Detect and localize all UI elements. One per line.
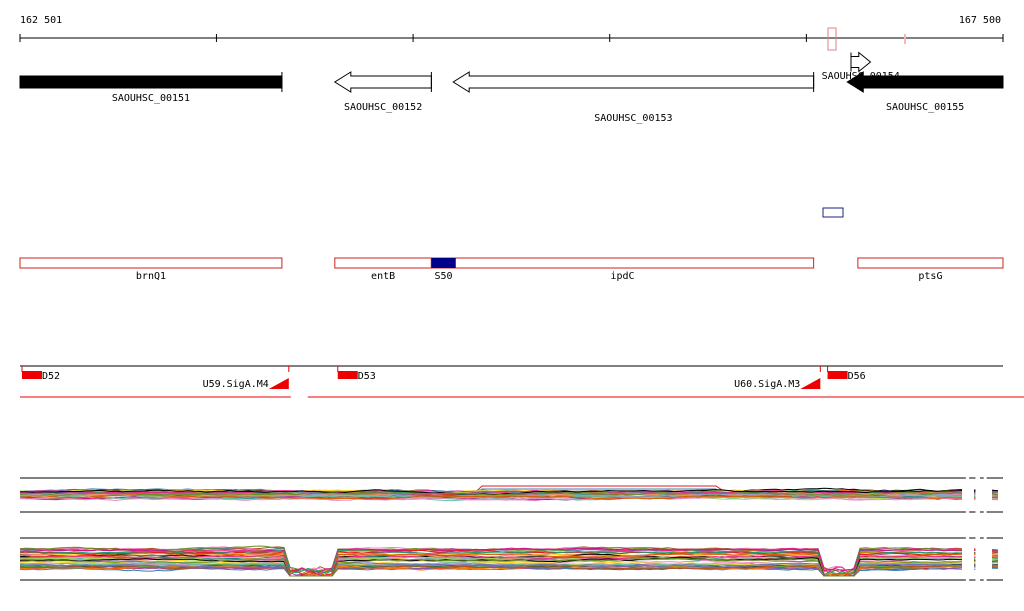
feature-box[interactable] bbox=[334, 257, 432, 269]
feature-label: entB bbox=[371, 271, 395, 282]
gene-label: SAOUHSC_00155 bbox=[886, 102, 964, 113]
transcript-d56[interactable]: D56 bbox=[797, 366, 1024, 398]
panel-gap bbox=[975, 536, 980, 584]
gene-saouhsc_00151[interactable]: SAOUHSC_00151 bbox=[19, 72, 283, 104]
gene-saouhsc_00152[interactable]: SAOUHSC_00152 bbox=[333, 71, 432, 113]
gene-label: SAOUHSC_00151 bbox=[112, 93, 190, 104]
transcript-start-label: D56 bbox=[848, 371, 866, 382]
gene-arrow[interactable] bbox=[19, 75, 283, 89]
expression-panel-2 bbox=[19, 536, 1003, 584]
feature-s50[interactable]: S50 bbox=[431, 258, 456, 282]
feature-label: ptsG bbox=[918, 271, 942, 282]
gene-saouhsc_00153[interactable]: SAOUHSC_00153 bbox=[452, 71, 815, 124]
transcript-end-wedge bbox=[800, 378, 821, 389]
gene-saouhsc_00155[interactable]: SAOUHSC_00155 bbox=[846, 71, 1004, 113]
gene-track: SAOUHSC_00151 SAOUHSC_00152 SAOUHSC_00153 S… bbox=[19, 51, 1004, 124]
transcript-start-block[interactable] bbox=[827, 371, 848, 379]
gene-arrow[interactable] bbox=[333, 71, 432, 93]
transcript-start-label: D53 bbox=[358, 371, 376, 382]
feature-brnq1[interactable]: brnQ1 bbox=[19, 257, 283, 282]
feature-track: brnQ1 entB ipdC ptsG S50 bbox=[19, 257, 1004, 282]
secondary-position-marker bbox=[904, 34, 906, 44]
feature-highlight-box[interactable] bbox=[431, 258, 456, 268]
panel-gap bbox=[983, 536, 987, 584]
feature-label: brnQ1 bbox=[136, 271, 166, 282]
expression-panel-1 bbox=[19, 476, 1003, 516]
panel-gap bbox=[983, 476, 987, 516]
coordinate-ruler: 162 501 167 500 bbox=[19, 15, 1004, 51]
transcript-start-block[interactable] bbox=[21, 371, 42, 379]
gene-label: SAOUHSC_00152 bbox=[344, 102, 422, 113]
transcript-start-label: D52 bbox=[42, 371, 60, 382]
small-feature-box[interactable] bbox=[822, 207, 844, 218]
transcript-track: D52 U59.SigA.M4 D53 U60.SigA.M3 D56 bbox=[20, 365, 1024, 398]
gene-arrow[interactable] bbox=[850, 51, 872, 73]
panel-gap bbox=[975, 476, 980, 516]
feature-box[interactable] bbox=[19, 257, 283, 269]
feature-box[interactable] bbox=[430, 257, 815, 269]
ruler-start-label: 162 501 bbox=[20, 15, 62, 26]
feature-ptsg[interactable]: ptsG bbox=[857, 257, 1004, 282]
ruler-end-label: 167 500 bbox=[959, 15, 1001, 26]
current-position-marker[interactable] bbox=[827, 27, 837, 51]
ruler-ticks bbox=[19, 34, 1004, 42]
transcript-end-label: U60.SigA.M3 bbox=[734, 379, 800, 390]
feature-box[interactable] bbox=[857, 257, 1004, 269]
transcript-end-wedge bbox=[268, 378, 289, 389]
feature-ipdc[interactable]: ipdC bbox=[430, 257, 815, 282]
gene-label: SAOUHSC_00153 bbox=[594, 113, 672, 124]
feature-label: ipdC bbox=[610, 271, 634, 282]
panel-gap bbox=[965, 536, 970, 584]
feature-entb[interactable]: entB bbox=[334, 257, 432, 282]
panel-gap bbox=[965, 476, 970, 516]
transcript-end-label: U59.SigA.M4 bbox=[203, 379, 269, 390]
feature-label: S50 bbox=[435, 271, 453, 282]
transcript-d53[interactable]: D53 U60.SigA.M3 bbox=[307, 366, 823, 398]
gene-arrow[interactable] bbox=[452, 71, 815, 93]
transcript-d52[interactable]: D52 U59.SigA.M4 bbox=[20, 366, 291, 398]
gene-arrow[interactable] bbox=[846, 71, 1004, 93]
transcript-start-block[interactable] bbox=[337, 371, 358, 379]
